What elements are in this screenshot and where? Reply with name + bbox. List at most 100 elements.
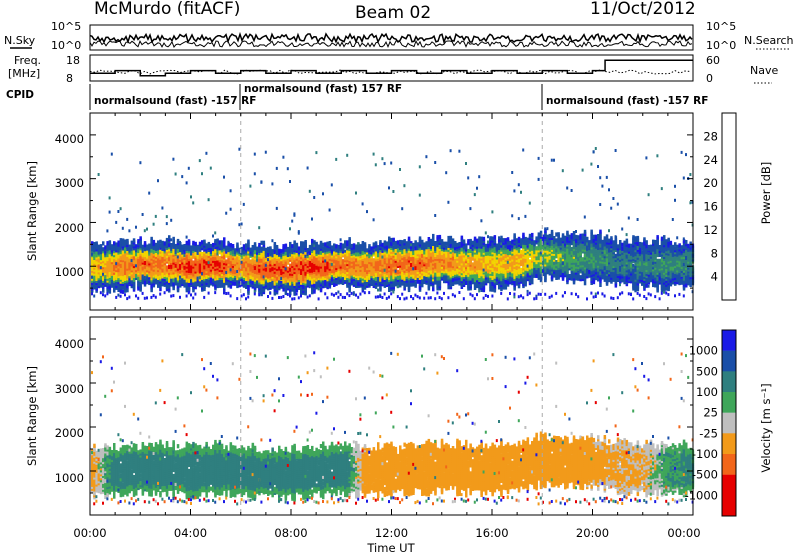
- beam-title: Beam 02: [355, 3, 431, 23]
- power-speckle: [498, 236, 500, 240]
- power-cell: [535, 246, 538, 251]
- power-cell: [121, 262, 125, 267]
- power-cell: [132, 238, 136, 243]
- power-cell: [143, 241, 147, 246]
- power-ground-speckle: [240, 294, 243, 298]
- power-speckle: [392, 290, 395, 294]
- power-cell: [414, 240, 417, 245]
- power-speckle: [115, 220, 118, 224]
- power-cell: [203, 239, 206, 244]
- power-cell: [383, 240, 387, 245]
- power-speckle: [176, 255, 179, 259]
- power-ground-speckle: [306, 295, 309, 299]
- power-speckle: [286, 167, 289, 171]
- power-cell: [102, 241, 105, 246]
- power-cell: [403, 239, 406, 244]
- power-cell: [394, 240, 398, 246]
- power-cell: [196, 276, 200, 281]
- power-speckle: [229, 268, 232, 272]
- power-ground-speckle: [236, 297, 239, 301]
- power-cell: [159, 243, 162, 248]
- power-cell: [412, 242, 415, 248]
- power-cell: [484, 243, 488, 248]
- power-cell: [192, 268, 195, 273]
- power-speckle: [205, 151, 208, 155]
- power-speckle: [253, 152, 256, 156]
- power-speckle: [291, 219, 294, 223]
- power-cell: [229, 243, 233, 248]
- power-cell: [330, 277, 334, 282]
- power-cell: [357, 281, 360, 286]
- power-speckle: [249, 184, 252, 188]
- power-speckle: [297, 231, 300, 235]
- power-cell: [275, 286, 279, 291]
- power-speckle: [201, 272, 203, 276]
- power-speckle: [143, 275, 146, 279]
- power-cell: [451, 256, 455, 261]
- power-cell: [553, 243, 556, 249]
- power-ground-speckle: [330, 292, 333, 296]
- power-speckle: [467, 176, 470, 180]
- power-ground-speckle: [388, 295, 390, 299]
- power-ground-speckle: [537, 292, 540, 296]
- power-ground-speckle: [423, 296, 426, 300]
- power-cell: [185, 240, 189, 245]
- power-cell: [447, 275, 450, 280]
- power-ground-speckle: [337, 295, 340, 299]
- power-cell: [231, 249, 235, 255]
- power-speckle: [471, 252, 474, 256]
- power-speckle: [383, 268, 386, 272]
- power-ground-speckle: [513, 292, 516, 296]
- power-cell: [533, 240, 536, 245]
- power-ground-speckle: [280, 295, 283, 299]
- power-cell: [568, 274, 571, 279]
- power-speckle: [297, 230, 300, 234]
- power-ground-speckle: [339, 293, 342, 297]
- power-ground-speckle: [440, 297, 443, 301]
- power-cell: [286, 258, 290, 263]
- power-cell: [216, 254, 219, 259]
- power-cell: [478, 236, 481, 241]
- power-speckle: [528, 201, 531, 205]
- power-cell: [531, 232, 534, 238]
- power-speckle: [308, 285, 311, 289]
- power-cell: [220, 263, 224, 269]
- power-cell: [260, 240, 263, 245]
- power-cell: [315, 241, 318, 246]
- power-speckle: [396, 285, 399, 289]
- power-cell: [504, 238, 508, 243]
- power-speckle: [478, 289, 481, 293]
- power-cell: [93, 247, 96, 253]
- power-speckle: [526, 264, 529, 268]
- power-cell: [467, 239, 470, 244]
- cpid-segment-3: normalsound (fast) -157 RF: [546, 95, 708, 107]
- power-cell: [361, 241, 365, 246]
- power-ground-speckle: [550, 294, 553, 298]
- power-cell: [181, 244, 184, 249]
- power-cell: [93, 275, 96, 280]
- power-cell: [240, 246, 244, 252]
- power-cell: [264, 261, 268, 266]
- power-cell: [443, 277, 446, 282]
- power-speckle: [126, 217, 129, 221]
- power-speckle: [418, 193, 421, 197]
- power-speckle: [383, 162, 386, 166]
- power-cell: [555, 238, 558, 243]
- power-speckle: [267, 258, 269, 262]
- power-cell: [425, 249, 428, 254]
- power-speckle: [506, 260, 509, 264]
- power-ground-speckle: [104, 294, 107, 298]
- power-speckle: [487, 235, 489, 239]
- power-speckle: [106, 229, 109, 233]
- power-cell: [394, 248, 398, 253]
- power-ground-speckle: [438, 296, 441, 299]
- power-cell: [377, 276, 380, 281]
- power-cell: [245, 273, 248, 278]
- power-cell: [218, 256, 222, 261]
- power-cell: [124, 263, 127, 268]
- power-speckle: [418, 165, 421, 169]
- power-speckle: [99, 266, 102, 270]
- power-speckle: [229, 207, 232, 211]
- power-ground-speckle: [297, 296, 300, 300]
- power-cell: [447, 285, 450, 290]
